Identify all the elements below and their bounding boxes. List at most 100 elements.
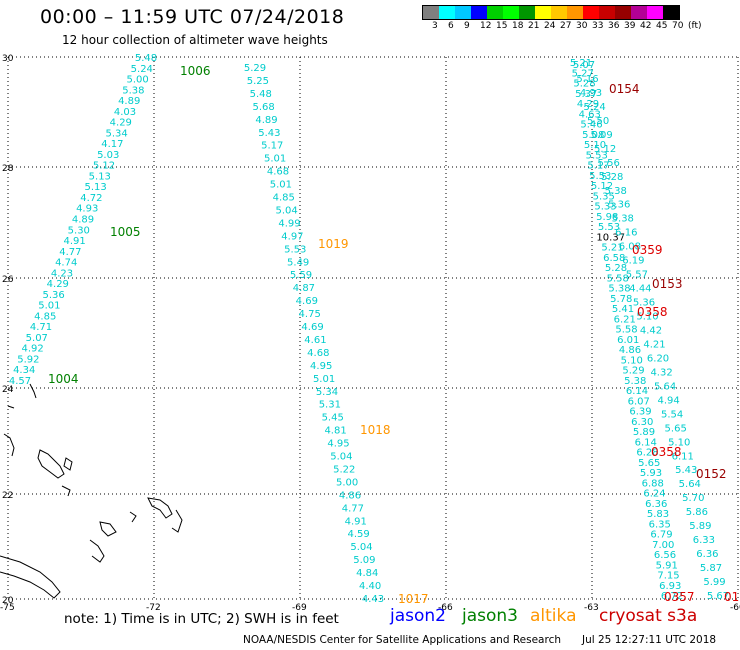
wave-height-value: 5.17 bbox=[587, 161, 609, 172]
wave-height-value: 4.59 bbox=[347, 529, 369, 540]
wave-height-value: 5.65 bbox=[665, 423, 687, 434]
wave-height-value: 4.93 bbox=[580, 88, 602, 99]
wave-height-value: 4.74 bbox=[55, 258, 77, 269]
wave-height-value: 4.89 bbox=[72, 215, 94, 226]
wave-height-value: 4.95 bbox=[327, 439, 349, 450]
wave-height-value: 5.93 bbox=[640, 468, 662, 479]
wave-height-value: 5.25 bbox=[247, 76, 269, 87]
x-axis-label: -66 bbox=[438, 603, 453, 613]
wave-height-value: 4.91 bbox=[345, 516, 367, 527]
wave-height-value: 5.01 bbox=[264, 154, 286, 165]
pass-label: 0152 bbox=[696, 467, 727, 481]
legend-label: 15 bbox=[496, 21, 508, 31]
wave-height-value: 4.29 bbox=[110, 118, 132, 129]
pass-label: 0359 bbox=[632, 243, 663, 257]
pass-label: 1018 bbox=[360, 423, 391, 437]
wave-height-value: 5.38 bbox=[612, 214, 634, 225]
wave-height-value: 5.12 bbox=[591, 181, 613, 192]
legend-label: 33 bbox=[592, 21, 604, 31]
wave-height-value: 4.42 bbox=[640, 326, 662, 337]
wave-height-value: 5.41 bbox=[612, 304, 634, 315]
pass-label: 0357 bbox=[664, 590, 695, 604]
satellite-jason2: jason2 bbox=[390, 606, 446, 626]
wave-height-value: 4.85 bbox=[273, 193, 295, 204]
wave-height-value: 5.01 bbox=[270, 180, 292, 191]
wave-height-value: 4.94 bbox=[657, 395, 679, 406]
wave-height-value: 5.78 bbox=[610, 294, 632, 305]
wave-height-value: 7.00 bbox=[652, 540, 674, 551]
legend-swatch bbox=[631, 6, 647, 19]
wave-height-value: 6.21 bbox=[614, 314, 636, 325]
note-text: note: 1) Time is in UTC; 2) SWH is in fe… bbox=[64, 611, 339, 627]
lat-lon-grid bbox=[7, 56, 739, 600]
wave-height-value: 5.12 bbox=[594, 144, 616, 155]
legend-label: 18 bbox=[512, 21, 524, 31]
wave-height-value: 5.01 bbox=[313, 374, 335, 385]
wave-height-value: 5.04 bbox=[330, 452, 352, 463]
wave-height-value: 5.21 bbox=[601, 243, 623, 254]
coastline bbox=[0, 383, 183, 599]
wave-height-value: 5.46 bbox=[580, 120, 602, 131]
wave-height-value: 5.87 bbox=[700, 563, 722, 574]
wave-height-value: 6.28 bbox=[636, 448, 658, 459]
wave-height-value: 4.71 bbox=[30, 322, 52, 333]
wave-height-value: 5.98 bbox=[596, 212, 618, 223]
wave-height-value: 4.89 bbox=[118, 96, 140, 107]
legend-swatch bbox=[551, 6, 567, 19]
wave-height-value: 5.53 bbox=[598, 222, 620, 233]
legend-color-bar bbox=[422, 5, 680, 20]
wave-height-value: 5.34 bbox=[316, 387, 338, 398]
pass-label: 0358 bbox=[651, 445, 682, 459]
wave-height-value: 5.65 bbox=[638, 458, 660, 469]
wave-height-value: 5.30 bbox=[68, 225, 90, 236]
wave-height-value: 5.00 bbox=[126, 75, 148, 86]
legend-swatch bbox=[455, 6, 471, 19]
generated-timestamp: Jul 25 12:27:11 UTC 2018 bbox=[582, 634, 717, 646]
altimeter-tracks: 5.485.245.005.384.894.034.295.344.175.03… bbox=[9, 53, 729, 605]
legend-label: (ft) bbox=[688, 21, 702, 31]
legend-swatch bbox=[599, 6, 615, 19]
wave-height-value: 5.17 bbox=[261, 141, 283, 152]
wave-height-value: 4.93 bbox=[76, 204, 98, 215]
wave-height-value: 5.58 bbox=[615, 325, 637, 336]
wave-height-value: 4.57 bbox=[9, 376, 31, 387]
wave-height-value: 5.53 bbox=[284, 244, 306, 255]
wave-height-value: 6.36 bbox=[696, 549, 718, 560]
wave-height-value: 10.37 bbox=[596, 232, 625, 243]
wave-height-value: 5.36 bbox=[633, 298, 655, 309]
y-axis-label: 26 bbox=[2, 275, 14, 285]
wave-height-value: 5.21 bbox=[570, 58, 592, 69]
legend-label: 9 bbox=[464, 21, 470, 31]
pass-label: 0153 bbox=[652, 277, 683, 291]
x-axis-label: -72 bbox=[146, 603, 161, 613]
wave-height-value: 5.09 bbox=[590, 130, 612, 141]
wave-height-value: 5.91 bbox=[656, 560, 678, 571]
wave-height-value: 6.88 bbox=[642, 478, 664, 489]
wave-height-value: 4.99 bbox=[278, 218, 300, 229]
legend-swatch bbox=[583, 6, 599, 19]
wave-height-value: 5.43 bbox=[258, 128, 280, 139]
legend-swatch bbox=[615, 6, 631, 19]
wave-height-value: 6.07 bbox=[628, 396, 650, 407]
wave-height-value: 5.16 bbox=[576, 74, 598, 85]
wave-height-value: 5.10 bbox=[621, 355, 643, 366]
pass-label: 0358 bbox=[637, 305, 668, 319]
wave-height-value: 4.44 bbox=[629, 284, 651, 295]
x-axis-label: -69 bbox=[292, 603, 307, 613]
wave-height-value: 5.53 bbox=[586, 150, 608, 161]
wave-height-value: 5.07 bbox=[573, 60, 595, 71]
wave-height-value: 5.70 bbox=[682, 493, 704, 504]
wave-height-value: 5.92 bbox=[17, 354, 39, 365]
wave-height-value: 5.67 bbox=[707, 591, 729, 602]
wave-height-value: 5.68 bbox=[253, 102, 275, 113]
wave-height-value: 5.08 bbox=[582, 130, 604, 141]
legend-swatch bbox=[535, 6, 551, 19]
wave-height-value: 6.56 bbox=[654, 550, 676, 561]
wave-height-value: 4.29 bbox=[577, 99, 599, 110]
satellite-jason3: jason3 bbox=[462, 606, 518, 626]
wave-height-value: 5.04 bbox=[350, 542, 372, 553]
legend-swatch bbox=[663, 6, 679, 19]
wave-height-value: 5.36 bbox=[42, 290, 64, 301]
wave-height-value: 4.75 bbox=[299, 309, 321, 320]
